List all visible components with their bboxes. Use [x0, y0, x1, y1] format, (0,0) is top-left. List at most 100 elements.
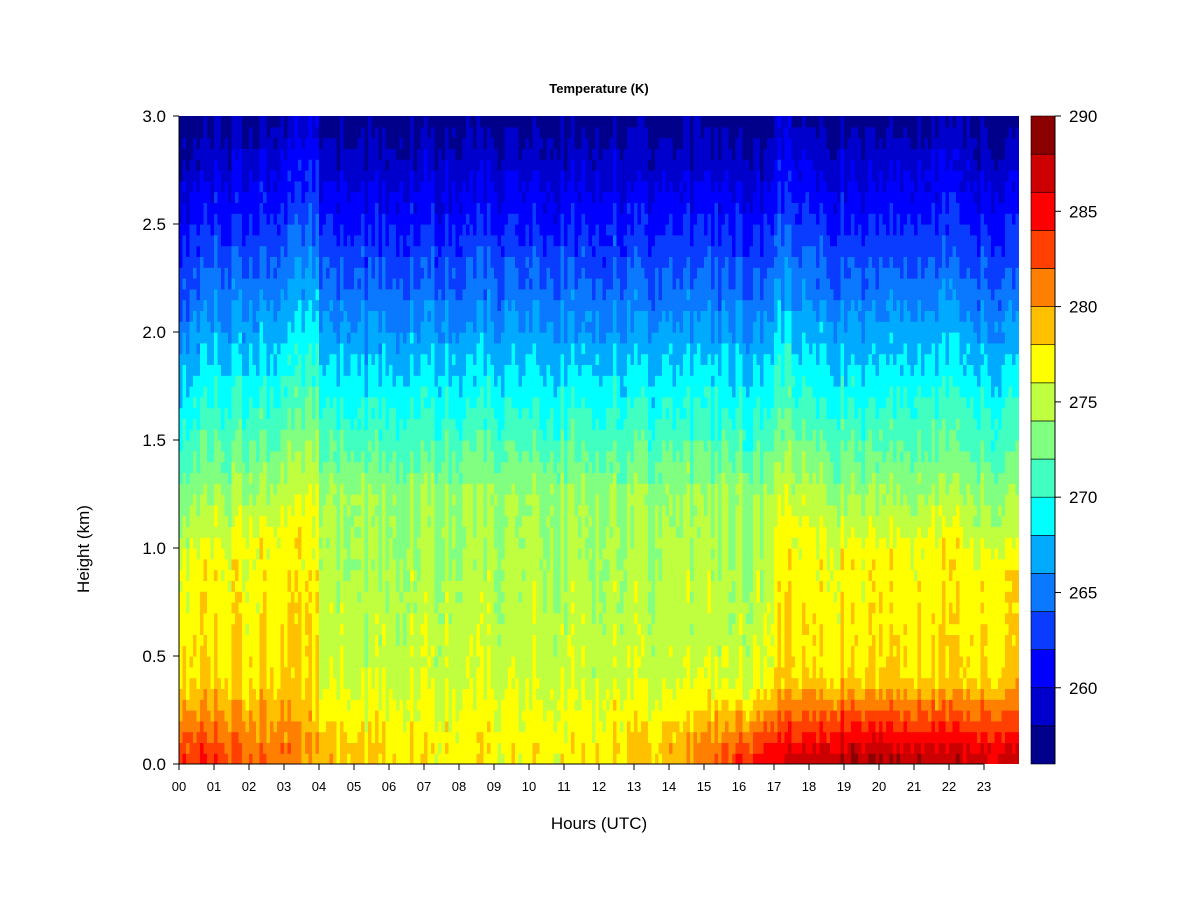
heatmap-cell: [417, 623, 422, 635]
heatmap-cell: [396, 710, 401, 722]
heatmap-cell: [364, 245, 369, 257]
heatmap-cell: [322, 710, 327, 722]
heatmap-cell: [385, 461, 390, 473]
heatmap-cell: [312, 278, 317, 290]
heatmap-cell: [438, 137, 443, 149]
heatmap-cell: [315, 526, 320, 538]
heatmap-cell: [280, 234, 285, 247]
heatmap-cell: [284, 407, 289, 419]
heatmap-cell: [396, 450, 401, 463]
heatmap-cell: [203, 612, 208, 625]
heatmap-cell: [193, 440, 198, 452]
heatmap-cell: [361, 548, 366, 560]
heatmap-cell: [459, 494, 464, 506]
heatmap-cell: [224, 634, 229, 646]
heatmap-cell: [399, 472, 404, 484]
heatmap-cell: [301, 753, 306, 764]
heatmap-cell: [368, 267, 373, 279]
heatmap-cell: [224, 720, 229, 733]
heatmap-cell: [343, 504, 348, 517]
heatmap-cell: [245, 720, 250, 733]
heatmap-cell: [389, 396, 394, 409]
heatmap-cell: [392, 526, 397, 538]
heatmap-cell: [424, 580, 429, 592]
heatmap-cell: [340, 321, 345, 333]
heatmap-cell: [179, 170, 184, 182]
heatmap-cell: [441, 299, 446, 311]
heatmap-cell: [182, 515, 187, 527]
heatmap-cell: [396, 483, 401, 495]
heatmap-cell: [448, 148, 453, 160]
heatmap-cell: [322, 461, 327, 473]
heatmap-cell: [228, 332, 233, 344]
heatmap-cell: [378, 688, 383, 700]
heatmap-cell: [466, 580, 471, 592]
heatmap-cell: [357, 256, 362, 268]
heatmap-cell: [410, 234, 415, 247]
heatmap-cell: [413, 720, 418, 733]
heatmap-cell: [441, 688, 446, 700]
heatmap-cell: [354, 731, 359, 743]
heatmap-cell: [364, 170, 369, 182]
heatmap-cell: [238, 450, 243, 463]
heatmap-cell: [249, 191, 254, 203]
heatmap-cell: [389, 537, 394, 549]
heatmap-cell: [298, 515, 303, 527]
heatmap-cell: [371, 429, 376, 441]
heatmap-cell: [371, 472, 376, 484]
heatmap-cell: [217, 699, 222, 711]
heatmap-cell: [441, 645, 446, 657]
heatmap-cell: [224, 310, 229, 322]
heatmap-cell: [455, 245, 460, 257]
heatmap-cell: [382, 483, 387, 495]
heatmap-cell: [438, 677, 443, 689]
heatmap-cell: [196, 666, 201, 679]
heatmap-cell: [448, 548, 453, 560]
heatmap-cell: [277, 353, 282, 365]
heatmap-cell: [252, 116, 257, 128]
heatmap-cell: [200, 699, 205, 711]
heatmap-cell: [249, 332, 254, 344]
heatmap-cell: [371, 731, 376, 743]
heatmap-cell: [245, 407, 250, 419]
heatmap-cell: [347, 353, 352, 365]
heatmap-cell: [427, 202, 432, 214]
heatmap-cell: [375, 580, 380, 592]
heatmap-cell: [452, 666, 457, 679]
heatmap-cell: [228, 137, 233, 149]
heatmap-cell: [245, 591, 250, 603]
heatmap-cell: [217, 483, 222, 495]
heatmap-cell: [392, 364, 397, 376]
heatmap-cell: [357, 342, 362, 355]
heatmap-cell: [200, 548, 205, 560]
heatmap-cell: [249, 321, 254, 333]
heatmap-cell: [410, 699, 415, 711]
heatmap-cell: [179, 526, 184, 538]
heatmap-cell: [203, 278, 208, 290]
heatmap-cell: [459, 580, 464, 592]
heatmap-cell: [413, 407, 418, 419]
heatmap-cell: [217, 170, 222, 182]
heatmap-cell: [256, 159, 261, 171]
heatmap-cell: [312, 602, 317, 614]
heatmap-cell: [231, 634, 236, 646]
heatmap-cell: [420, 126, 425, 139]
heatmap-cell: [413, 688, 418, 700]
heatmap-cell: [305, 137, 310, 149]
heatmap-cell: [319, 224, 324, 236]
heatmap-cell: [301, 396, 306, 409]
heatmap-cell: [203, 299, 208, 311]
heatmap-cell: [210, 353, 215, 365]
heatmap-cell: [245, 483, 250, 495]
heatmap-cell: [431, 548, 436, 560]
heatmap-cell: [200, 461, 205, 473]
heatmap-cell: [266, 386, 271, 398]
heatmap-cell: [326, 472, 331, 484]
heatmap-cell: [221, 245, 226, 257]
heatmap-cell: [280, 548, 285, 560]
heatmap-cell: [434, 299, 439, 311]
heatmap-cell: [364, 602, 369, 614]
heatmap-cell: [462, 656, 467, 668]
heatmap-cell: [385, 634, 390, 646]
heatmap-cell: [186, 612, 191, 625]
